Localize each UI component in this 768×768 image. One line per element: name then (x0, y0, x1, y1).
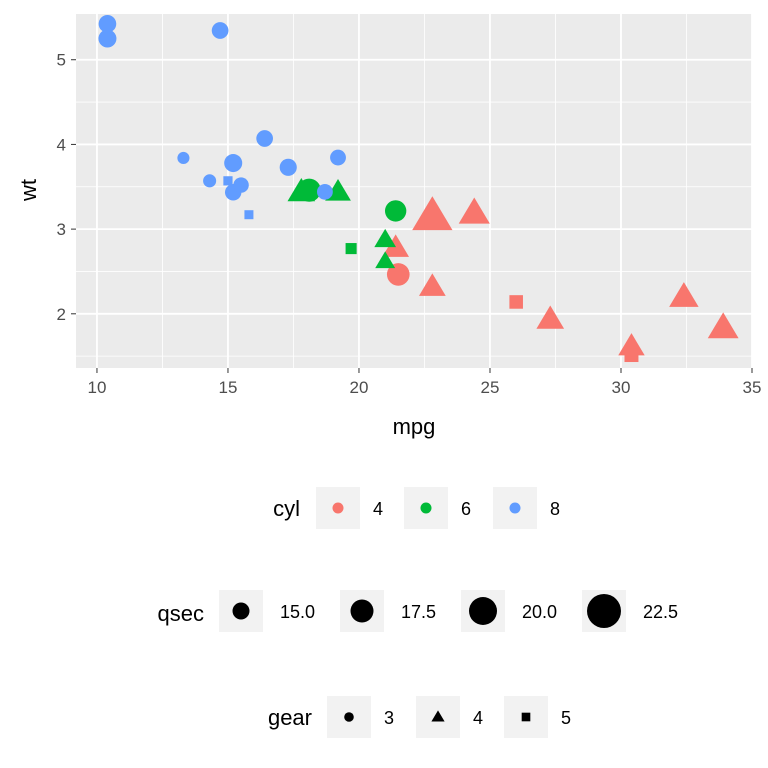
y-tick-label: 5 (57, 51, 66, 70)
legend-qsec: qsec 15.0 17.5 20.0 22.5 (158, 590, 678, 632)
data-point (224, 154, 243, 173)
data-point (375, 251, 396, 269)
data-point (233, 177, 249, 193)
data-point (223, 176, 233, 186)
legend-qsec-title: qsec (158, 601, 204, 626)
legend-label: 15.0 (280, 602, 315, 622)
data-point (418, 273, 446, 296)
data-point (244, 210, 254, 220)
legend-cyl-swatch (332, 502, 344, 514)
legend-label: 3 (384, 708, 394, 728)
legend-label: 4 (473, 708, 483, 728)
y-tick-label: 4 (57, 135, 66, 154)
legend-label: 4 (373, 499, 383, 519)
x-axis-title: mpg (393, 414, 436, 439)
data-point (624, 348, 639, 363)
data-point (98, 15, 117, 33)
axes: 10 15 20 25 30 35 2 3 4 5 (57, 51, 762, 397)
legend-label: 8 (550, 499, 560, 519)
x-tick-label: 30 (612, 378, 631, 397)
legend-gear-title: gear (268, 705, 312, 730)
y-tick-label: 3 (57, 220, 66, 239)
data-point (203, 174, 217, 188)
y-tick-label: 2 (57, 305, 66, 324)
legend-cyl: cyl 4 6 8 (273, 487, 560, 529)
data-point (384, 200, 407, 222)
data-point (330, 149, 346, 166)
legend-gear-swatch (344, 712, 354, 722)
legend-label: 5 (561, 708, 571, 728)
data-point (177, 151, 190, 165)
legend-gear-swatch (431, 710, 445, 722)
legend-qsec-swatch (350, 599, 374, 623)
data-point (211, 22, 229, 39)
data-point (412, 196, 453, 231)
data-point (256, 130, 273, 147)
legend-qsec-swatch (587, 594, 621, 628)
legend-label: 17.5 (401, 602, 436, 622)
legend-qsec-swatch (469, 597, 497, 625)
data-point (374, 228, 397, 248)
data-point (458, 197, 490, 224)
legend-gear: gear 3 4 5 (268, 696, 571, 738)
x-tick-label: 10 (88, 378, 107, 397)
data-point (382, 234, 410, 257)
x-tick-label: 25 (481, 378, 500, 397)
legend-cyl-swatch (420, 502, 432, 514)
data-point (509, 295, 523, 309)
x-tick-label: 35 (743, 378, 762, 397)
x-tick-label: 15 (219, 378, 238, 397)
y-axis-title: wt (16, 179, 41, 202)
legend-label: 6 (461, 499, 471, 519)
legend-gear-swatch (521, 712, 531, 722)
data-point (669, 282, 699, 307)
data-point (279, 158, 297, 176)
legend-qsec-swatch (232, 602, 250, 620)
legend-cyl-swatch (509, 502, 521, 514)
plot-panel (76, 14, 752, 368)
plot-panel-background (76, 14, 752, 368)
legend-cyl-title: cyl (273, 496, 300, 521)
legend-label: 20.0 (522, 602, 557, 622)
data-point (345, 243, 357, 255)
data-points (98, 15, 739, 363)
data-point (386, 263, 410, 286)
data-point (536, 305, 565, 329)
data-point (287, 178, 316, 202)
data-point (317, 183, 333, 200)
data-point (707, 312, 739, 339)
x-tick-label: 20 (350, 378, 369, 397)
legend-label: 22.5 (643, 602, 678, 622)
data-point (98, 29, 117, 48)
